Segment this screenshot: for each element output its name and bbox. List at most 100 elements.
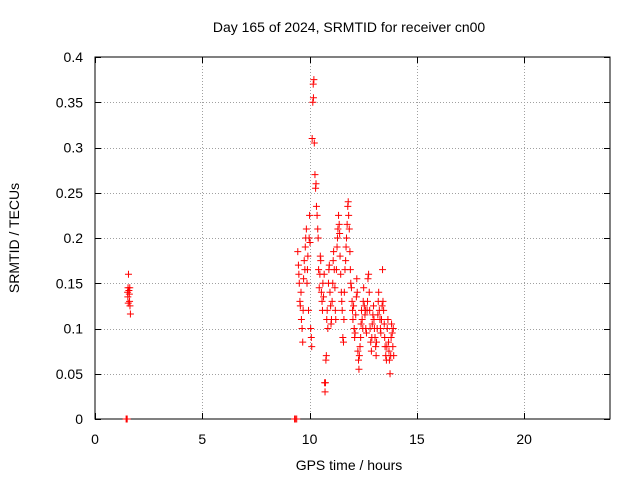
data-point (360, 302, 368, 310)
data-point (349, 306, 356, 314)
data-point (357, 320, 365, 328)
data-point (349, 315, 357, 323)
data-point (334, 225, 342, 233)
data-point (351, 329, 359, 337)
data-point (345, 225, 353, 233)
data-series-cn00 (122, 76, 398, 423)
data-point (299, 338, 307, 346)
data-point (367, 347, 375, 355)
data-point (355, 352, 363, 360)
data-point (309, 98, 317, 106)
data-point (354, 347, 362, 355)
data-point (295, 270, 303, 278)
data-point (348, 297, 356, 305)
data-point (124, 270, 132, 278)
data-point (347, 284, 355, 292)
data-point (300, 275, 308, 283)
data-point (332, 266, 340, 274)
data-point (385, 338, 393, 346)
data-point (313, 211, 321, 219)
data-point (333, 243, 341, 251)
data-point (324, 325, 332, 332)
data-point (295, 279, 303, 287)
data-point (389, 325, 397, 332)
data-point (383, 325, 391, 332)
data-point (353, 288, 361, 296)
y-tick-label: 0.05 (56, 366, 83, 382)
data-point (346, 248, 354, 256)
data-point (379, 297, 387, 305)
data-point (315, 266, 323, 274)
data-point (294, 261, 302, 269)
data-point (325, 261, 333, 269)
y-tick-label: 0.25 (56, 185, 83, 201)
data-point (297, 288, 305, 296)
data-point (307, 334, 315, 342)
data-point (372, 343, 380, 351)
data-point (338, 306, 346, 314)
data-point (352, 311, 360, 319)
data-point (336, 229, 344, 237)
x-tick-label: 0 (91, 431, 99, 447)
data-point (365, 288, 373, 296)
x-tick-label: 20 (516, 431, 532, 447)
data-point (372, 352, 380, 360)
data-point (327, 302, 335, 310)
data-point (126, 310, 134, 318)
data-point (331, 306, 339, 314)
y-tick-label: 0.2 (64, 230, 84, 246)
data-point (300, 257, 308, 265)
data-point (318, 297, 326, 305)
data-point (314, 225, 322, 233)
data-point (385, 347, 393, 355)
data-point (293, 415, 301, 423)
x-tick-label: 5 (198, 431, 206, 447)
y-tick-label: 0 (75, 411, 83, 427)
x-tick-label: 10 (302, 431, 318, 447)
data-point (383, 343, 391, 351)
data-point (346, 266, 354, 274)
data-point (333, 234, 341, 242)
data-point (388, 329, 396, 337)
data-point (310, 139, 318, 147)
data-point (373, 338, 381, 346)
data-point (337, 270, 345, 278)
data-point (311, 171, 319, 179)
data-point (326, 288, 334, 296)
chart-title: Day 165 of 2024, SRMTID for receiver cn0… (213, 19, 486, 35)
data-point (353, 275, 361, 283)
data-point (123, 415, 131, 423)
y-tick-label: 0.15 (56, 275, 83, 291)
data-point (336, 252, 344, 260)
y-tick-label: 0.3 (64, 140, 84, 156)
data-point (380, 306, 388, 314)
data-point (350, 325, 358, 332)
data-point (329, 257, 337, 265)
data-point (301, 243, 309, 251)
data-point (306, 211, 314, 219)
data-point (312, 202, 320, 210)
data-point (309, 80, 317, 88)
data-point (364, 297, 372, 305)
data-point (305, 306, 313, 314)
data-point (317, 288, 325, 296)
data-point (384, 315, 392, 323)
data-point (314, 234, 322, 242)
data-point (389, 343, 397, 351)
data-point (386, 370, 394, 378)
data-point (375, 288, 383, 296)
data-point (345, 211, 353, 219)
data-point (342, 243, 350, 251)
data-point (343, 220, 351, 228)
data-point (320, 270, 328, 278)
data-point (321, 388, 329, 396)
x-axis-label: GPS time / hours (296, 457, 403, 473)
data-point (298, 325, 306, 332)
data-point (378, 302, 386, 310)
data-point (370, 315, 378, 323)
data-point (126, 284, 134, 292)
data-point (377, 329, 385, 337)
data-point (296, 302, 304, 310)
data-point (328, 297, 336, 305)
